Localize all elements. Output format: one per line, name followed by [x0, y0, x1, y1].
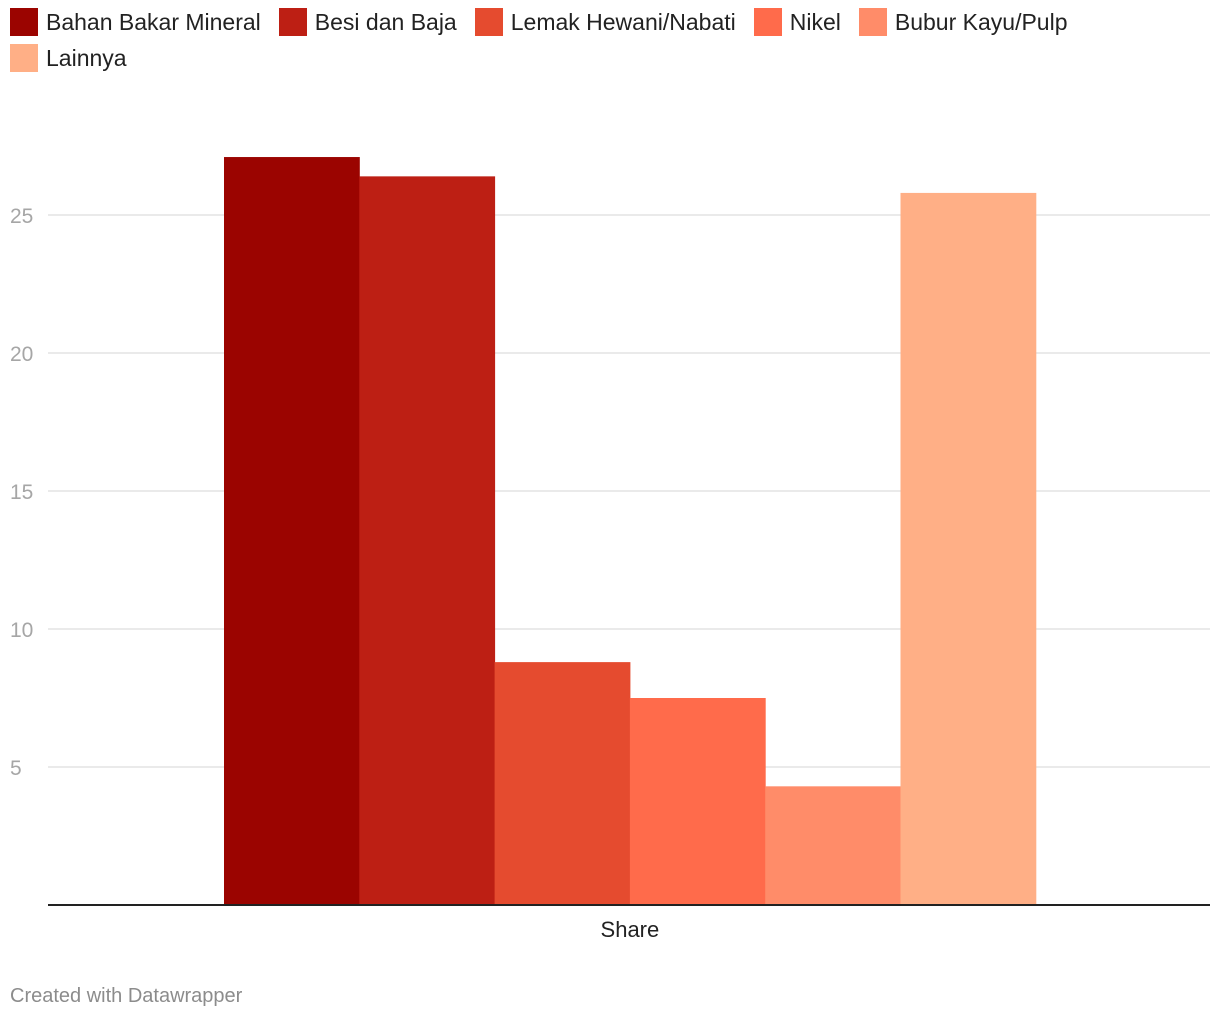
legend-swatch [10, 44, 38, 72]
legend-item: Besi dan Baja [278, 8, 457, 36]
legend-swatch [278, 8, 307, 36]
bar[interactable] [359, 176, 496, 906]
bar-chart: 5 10 15 20 25 Share [10, 157, 1210, 942]
legend-label: Besi dan Baja [314, 8, 457, 35]
bar[interactable] [224, 157, 360, 906]
legend-label: Lemak Hewani/Nabati [510, 8, 736, 35]
legend-item: Lainnya [10, 44, 127, 72]
y-tick-label: 20 [10, 343, 33, 366]
legend-label: Lainnya [46, 44, 127, 71]
credit-footer[interactable]: Created with Datawrapper [10, 985, 243, 1007]
y-tick-label: 10 [10, 619, 33, 642]
y-tick-label: 15 [10, 481, 33, 504]
legend-swatch [858, 8, 887, 36]
legend-swatch [753, 8, 782, 36]
legend-swatch [474, 8, 503, 36]
y-tick-label: 5 [10, 757, 22, 780]
bar[interactable] [765, 786, 901, 905]
legend-item: Lemak Hewani/Nabati [474, 8, 736, 36]
bar[interactable] [900, 192, 1037, 906]
bar[interactable] [629, 698, 766, 905]
legend-item: Nikel [753, 8, 841, 36]
y-tick-label: 25 [10, 205, 33, 228]
legend-label: Bubur Kayu/Pulp [894, 8, 1068, 35]
bar[interactable] [494, 662, 631, 905]
legend-label: Bahan Bakar Mineral [46, 8, 261, 35]
legend-swatch [10, 8, 38, 36]
legend-item: Bubur Kayu/Pulp [858, 8, 1068, 36]
x-category-label: Share [601, 917, 660, 942]
chart-legend: Bahan Bakar Mineral Besi dan Baja Lemak He… [10, 8, 1210, 72]
legend-label: Nikel [789, 8, 841, 35]
legend-item: Bahan Bakar Mineral [10, 8, 261, 36]
